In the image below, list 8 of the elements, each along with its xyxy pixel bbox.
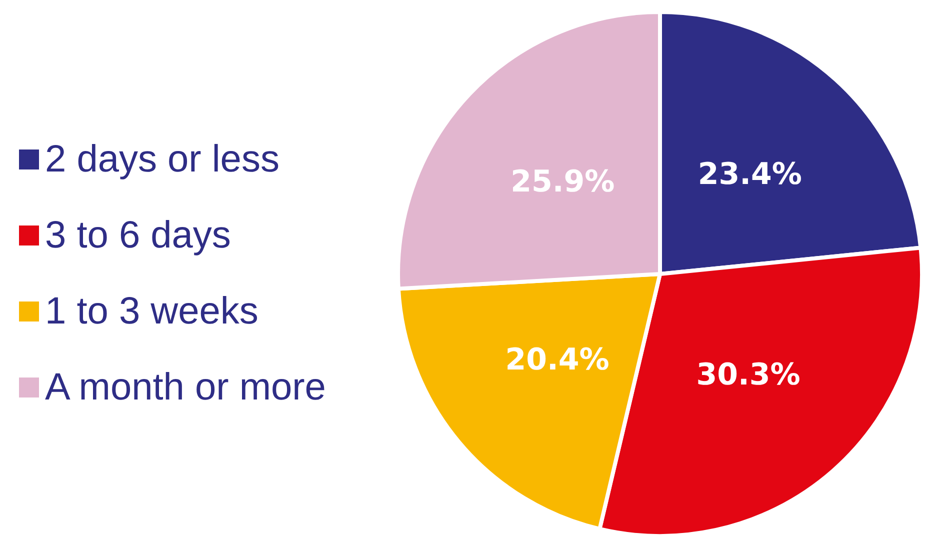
data-label: 23.4% bbox=[698, 157, 802, 192]
legend-label: 3 to 6 days bbox=[45, 214, 231, 256]
data-label: 25.9% bbox=[510, 164, 615, 200]
legend-label: 1 to 3 weeks bbox=[45, 290, 258, 332]
data-label: 30.3% bbox=[696, 357, 800, 392]
data-label: 20.4% bbox=[505, 342, 610, 378]
legend-label: A month or more bbox=[45, 366, 326, 408]
legend-label: 2 days or less bbox=[45, 138, 280, 180]
